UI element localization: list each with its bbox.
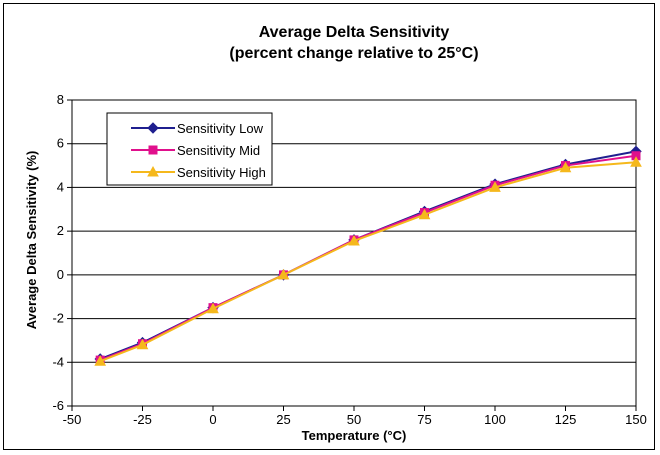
data-point xyxy=(348,234,360,246)
y-tick-label: 0 xyxy=(57,267,64,282)
legend-marker xyxy=(147,165,159,177)
legend: Sensitivity Low Sensitivity Mid Sensitivit… xyxy=(106,112,273,186)
y-tick-label: 2 xyxy=(57,223,64,238)
chart-subtitle: (percent change relative to 25°C) xyxy=(229,45,478,62)
axes: -6 -4 -2 0 2 4 6 8 -50 -25 0 25 50 75 100 125 150 xyxy=(52,92,646,427)
series-layer xyxy=(94,145,642,366)
data-point xyxy=(630,156,642,167)
series-line-2 xyxy=(99,154,637,362)
data-point xyxy=(559,161,572,173)
x-tick-label: 150 xyxy=(625,412,647,427)
y-tick-label: -6 xyxy=(52,398,64,413)
x-tick-label: -50 xyxy=(63,412,82,427)
y-tick-label: -4 xyxy=(52,354,64,369)
x-tick-label: 100 xyxy=(484,412,506,427)
y-tick-label: 6 xyxy=(57,136,64,151)
data-point xyxy=(418,208,431,220)
y-tick-label: 8 xyxy=(57,92,64,107)
data-point xyxy=(207,302,219,314)
data-point xyxy=(94,355,107,366)
chart-frame xyxy=(3,3,655,450)
data-point xyxy=(136,338,149,350)
chart-title: Average Delta Sensitivity xyxy=(259,24,450,41)
data-point xyxy=(277,268,290,280)
legend-label: Sensitivity Low xyxy=(177,121,264,136)
x-axis-title: Temperature (°C) xyxy=(302,428,407,443)
y-tick-label: 4 xyxy=(57,179,64,194)
x-tick-label: -25 xyxy=(133,412,152,427)
x-tick-label: 25 xyxy=(276,412,290,427)
legend-label: Sensitivity Mid xyxy=(177,143,260,158)
x-tick-label: 125 xyxy=(555,412,577,427)
legend-marker xyxy=(147,122,159,134)
x-tick-label: 0 xyxy=(209,412,216,427)
legend-marker xyxy=(148,145,158,155)
x-tick-label: 75 xyxy=(417,412,431,427)
x-tick-label: 50 xyxy=(347,412,361,427)
data-point xyxy=(489,181,501,192)
y-tick-label: -2 xyxy=(52,311,64,326)
legend-label: Sensitivity High xyxy=(177,165,266,180)
y-axis-title: Average Delta Sensitivity (%) xyxy=(24,151,39,330)
series-line-3 xyxy=(99,161,637,363)
